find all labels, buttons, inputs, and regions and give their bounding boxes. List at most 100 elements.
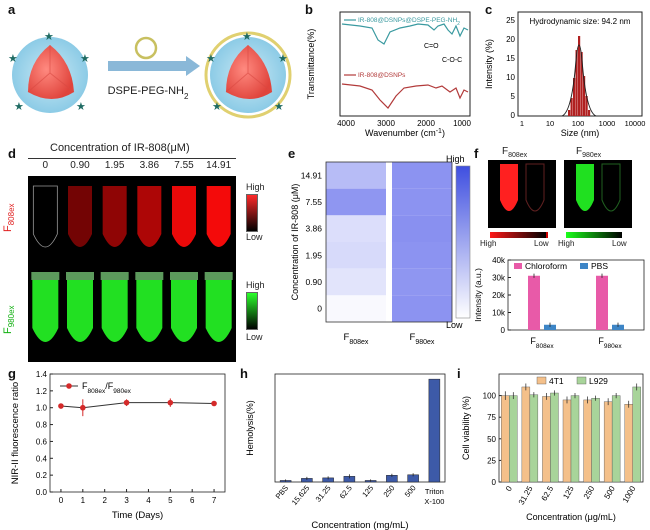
i-bar-4t1 (603, 401, 613, 483)
i-bar-4t1 (501, 395, 510, 483)
g-y-tick: 0.0 (36, 488, 48, 497)
heatmap-cell-980 (392, 242, 452, 269)
tube-808 (206, 186, 231, 247)
f-bar-pbs (544, 324, 556, 330)
tube-808 (102, 186, 127, 247)
svg-text:★: ★ (212, 101, 222, 113)
heatmap-y-tick: 0 (317, 304, 322, 314)
label-f808: F808ex (502, 146, 528, 159)
tube-808 (137, 186, 162, 247)
h-x-tick: X-100 (424, 497, 444, 506)
g-point (167, 399, 174, 406)
reagent-label: DSPE-PEG-NH2 (108, 85, 189, 101)
panel-h-hemolysis: Hemolysis(%) Concentration (mg/mL) PBS 15.6… (245, 373, 446, 530)
svg-text:★: ★ (76, 101, 86, 113)
f-y-label: Intensity (a.u.) (473, 268, 483, 322)
colorbar-green-low: Low (246, 332, 263, 342)
legend-bottom: IR-808@DSNPs (358, 72, 406, 79)
heatmap-cell-980 (392, 188, 452, 216)
i-x-label: Concentration (μg/mL) (526, 512, 616, 522)
h-x-tick: 125 (360, 484, 375, 499)
f-y-tick: 40k (492, 256, 506, 265)
tube-980 (205, 280, 232, 342)
g-x-tick: 3 (124, 496, 129, 505)
size-distribution-bars (568, 36, 591, 116)
i-legend-label: 4T1 (549, 376, 564, 386)
panel-d-tubes: Concentration of IR-808(μM) 0 0.90 1.95 3.8… (0, 140, 285, 362)
i-y-tick: 50 (487, 435, 496, 444)
g-y-tick: 0.6 (36, 437, 48, 446)
panel-e-heatmap: 14.91 7.55 3.86 1.95 0.90 0 Concentration of I… (290, 154, 471, 346)
i-x-tick: 125 (561, 484, 576, 501)
f-y-tick: 0 (501, 326, 506, 335)
heatmap-y-tick: 14.91 (301, 170, 323, 180)
heatmap-cell-808 (326, 268, 386, 296)
f-y-tick: 30k (492, 274, 506, 283)
tube-cap (135, 272, 164, 280)
g-legend: F808ex/F980ex (82, 381, 132, 395)
svg-text:★: ★ (242, 31, 252, 43)
g-point (58, 403, 64, 409)
i-bar-4t1 (562, 399, 572, 483)
h-x-tick: 250 (381, 484, 396, 499)
i-bar-l929 (529, 394, 539, 483)
x-ticks: 4000 3000 2000 1000 (337, 119, 471, 128)
heatmap-cell-808 (326, 162, 386, 189)
panel-c-dls: Intensity (%) Size (nm) Hydrodynamic siz… (484, 11, 645, 138)
heatmap-colorbar (455, 165, 471, 319)
colorbar-f-red (490, 232, 546, 238)
panel-label-c: c (485, 2, 493, 17)
f-y-tick: 10k (492, 309, 506, 318)
svg-text:10: 10 (546, 119, 554, 128)
i-x-tick: 0 (504, 484, 514, 493)
h-x-tick: PBS (274, 484, 291, 501)
svg-text:10: 10 (506, 73, 515, 82)
f-y-tick: 20k (492, 291, 506, 300)
h-x-label: Concentration (mg/mL) (311, 520, 408, 530)
fit-curve (561, 44, 597, 117)
panel-label-f: f (474, 146, 479, 161)
i-x-tick: 62.5 (540, 484, 556, 502)
svg-text:★: ★ (8, 53, 18, 65)
svg-text:25: 25 (506, 16, 515, 25)
colorbar-f-red-high: High (480, 239, 497, 248)
svg-text:★: ★ (206, 53, 216, 65)
tube-808 (172, 186, 196, 247)
i-y-tick: 75 (487, 413, 496, 422)
tube-980 (67, 280, 93, 342)
g-x-tick: 4 (146, 496, 151, 505)
colorbar-red (246, 194, 258, 232)
i-bar-l929 (591, 397, 600, 483)
panel-label-h: h (240, 366, 248, 381)
svg-text:4000: 4000 (337, 119, 355, 128)
i-y-tick: 100 (483, 392, 497, 401)
tube-cap (100, 272, 129, 280)
h-y-label: Hemolysis(%) (245, 400, 255, 456)
tube-cap (66, 272, 94, 280)
g-y-label: NIR-II fluorescence ratio (10, 382, 21, 484)
panel-d-title: Concentration of IR-808(μM) (50, 142, 190, 154)
i-bar-l929 (632, 386, 641, 483)
i-bar-4t1 (521, 386, 531, 483)
h-x-tick: 15.625 (290, 484, 312, 507)
heatmap-cell-980 (392, 268, 452, 296)
colorbar-green (246, 292, 258, 330)
x-axis-label: Size (nm) (561, 128, 600, 138)
i-bar-4t1 (624, 404, 633, 483)
spectrum-top (341, 23, 469, 45)
tube-cap (31, 272, 60, 280)
label-f980: F980ex (576, 146, 602, 159)
svg-text:100: 100 (572, 119, 585, 128)
i-bar-4t1 (542, 396, 551, 483)
fluorescence-image (28, 176, 236, 362)
colorbar-red-high: High (246, 182, 265, 192)
colorbar-f-red-low: Low (534, 239, 549, 248)
nanoparticle-right: ★ ★ ★ ★ ★ (204, 31, 292, 119)
i-x-tick: 1000 (621, 484, 638, 504)
g-y-tick: 0.2 (36, 471, 48, 480)
tube-cap (204, 272, 233, 280)
g-x-tick: 7 (212, 496, 217, 505)
heatmap-cell-808 (326, 215, 386, 242)
svg-text:★: ★ (278, 53, 288, 65)
f-x-label: F808ex (530, 336, 554, 350)
